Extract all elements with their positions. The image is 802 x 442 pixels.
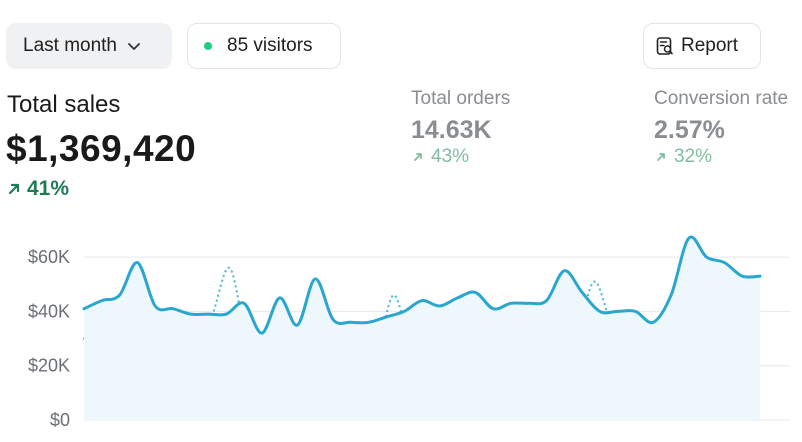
report-button[interactable]: Report [643, 23, 761, 69]
total-sales-change: 41% [7, 177, 69, 201]
total-orders-change: 43% [411, 146, 469, 168]
total-sales-value: $1,369,420 [6, 128, 197, 169]
arrow-up-right-icon [8, 183, 20, 195]
green-dot-icon [204, 42, 212, 50]
date-range-label: Last month [23, 35, 117, 56]
total-sales-label: Total sales [7, 91, 121, 118]
series-area [84, 236, 760, 420]
y-tick-label: $0 [50, 410, 70, 430]
sales-line-chart: $60K $40K $20K $0 [28, 235, 790, 430]
date-range-dropdown[interactable]: Last month [6, 23, 172, 69]
y-tick-label: $60K [28, 247, 70, 267]
y-tick-label: $20K [28, 356, 70, 376]
report-icon [656, 37, 673, 55]
total-sales-change-value: 41% [27, 177, 70, 200]
conversion-rate-change: 32% [654, 146, 712, 168]
live-visitors-button[interactable]: 85 visitors [187, 23, 341, 69]
arrow-up-right-icon [657, 153, 665, 161]
arrow-up-right-icon [414, 153, 422, 161]
total-orders-value: 14.63K [411, 116, 492, 144]
chevron-down-icon [128, 43, 140, 50]
series-line-current [82, 235, 762, 335]
conversion-rate-value: 2.57% [654, 116, 725, 144]
total-orders-label: Total orders [411, 88, 511, 109]
visitors-label: 85 visitors [227, 35, 313, 56]
total-orders-change-value: 43% [431, 146, 470, 167]
report-label: Report [681, 35, 739, 56]
y-tick-label: $40K [28, 301, 70, 321]
conversion-rate-change-value: 32% [674, 146, 713, 167]
conversion-rate-label: Conversion rate [654, 88, 789, 109]
